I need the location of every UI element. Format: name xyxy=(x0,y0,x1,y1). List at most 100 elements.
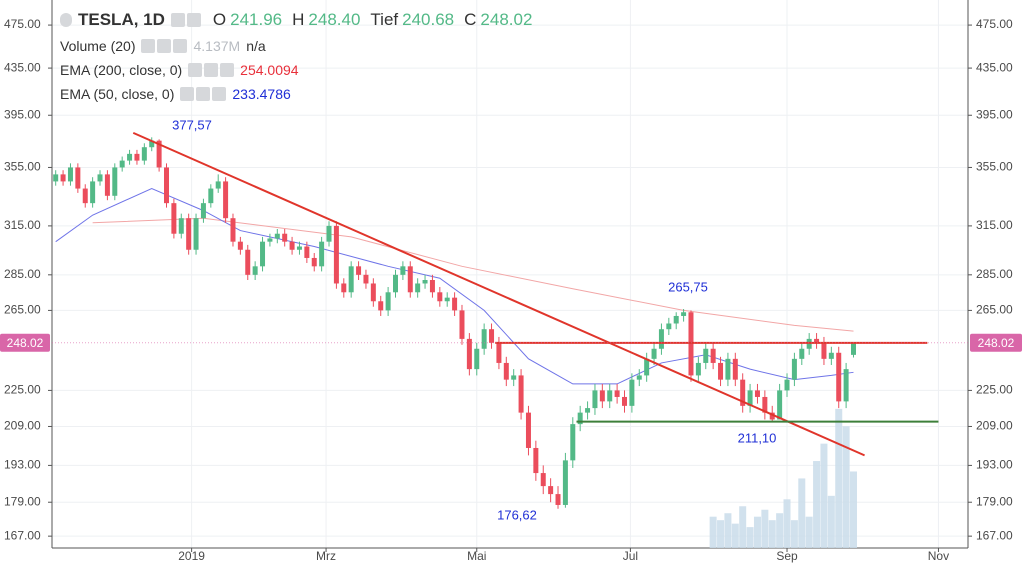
candle-body xyxy=(607,390,613,402)
ohlc-label: O xyxy=(212,10,227,29)
x-tick-label: Nov xyxy=(928,549,949,563)
candle-body xyxy=(769,412,775,420)
candle-body xyxy=(178,218,184,234)
legend-volume: Volume (20) 4.137M n/a xyxy=(60,38,266,54)
y-tick-label: 435.00 xyxy=(4,60,41,74)
candle-body xyxy=(525,412,531,448)
y-tick-label: 475.00 xyxy=(4,17,41,31)
ema-line xyxy=(55,188,854,385)
candle-body xyxy=(97,174,103,182)
volume-bar xyxy=(717,520,725,548)
candle-body xyxy=(407,266,413,293)
y-tick-label: 395.00 xyxy=(976,107,1013,121)
legend-value: 233.4786 xyxy=(232,86,291,102)
candle-body xyxy=(348,266,354,293)
volume-bar xyxy=(761,509,769,548)
volume-bar xyxy=(850,471,857,548)
candle-body xyxy=(459,310,465,339)
candle-body xyxy=(828,352,834,359)
candle-body xyxy=(658,329,664,349)
candle-body xyxy=(629,379,635,406)
icons[interactable] xyxy=(188,63,235,77)
icons[interactable] xyxy=(170,13,201,27)
y-tick-label: 209.00 xyxy=(4,419,41,433)
candle-body xyxy=(496,342,502,363)
candle-body xyxy=(274,233,280,239)
candle-body xyxy=(481,329,487,349)
x-tick-label: Jul xyxy=(623,549,638,563)
candle-body xyxy=(90,181,96,204)
volume-bar xyxy=(709,516,717,548)
volume-bar xyxy=(783,499,791,548)
candle-body xyxy=(304,246,310,258)
volume-bar xyxy=(753,516,761,548)
candle-body xyxy=(636,375,642,380)
candle-body xyxy=(400,266,406,275)
ohlc-value: 240.68 xyxy=(402,10,455,29)
candle-body xyxy=(200,203,206,219)
ema-line xyxy=(92,217,854,332)
candle-body xyxy=(134,153,140,161)
candle-body xyxy=(673,315,679,324)
candle-body xyxy=(562,460,568,505)
y-tick-label: 265.00 xyxy=(976,303,1013,317)
candle-body xyxy=(186,218,192,250)
volume-bar xyxy=(746,527,754,548)
candle-body xyxy=(747,390,753,406)
candle-body xyxy=(296,246,302,250)
y-tick-label: 179.00 xyxy=(976,494,1013,508)
candle-body xyxy=(791,358,797,380)
candle-body xyxy=(740,379,746,406)
candle-body xyxy=(67,167,73,182)
icon xyxy=(60,13,72,27)
y-tick-label: 355.00 xyxy=(4,160,41,174)
y-tick-label: 193.00 xyxy=(976,458,1013,472)
trendline xyxy=(132,131,865,457)
candle-body xyxy=(651,348,657,359)
legend-value: n/a xyxy=(246,38,266,54)
header: TESLA, 1D O 241.96 H 248.40 Tief 240.68 C 248.0… xyxy=(60,10,532,30)
legend-ema50: EMA (50, close, 0) 233.4786 xyxy=(60,86,291,102)
y-tick-label: 225.00 xyxy=(976,383,1013,397)
icons[interactable] xyxy=(141,39,188,53)
candle-body xyxy=(511,375,517,380)
candle-body xyxy=(282,233,288,242)
volume-bar xyxy=(813,461,821,548)
candle-body xyxy=(208,188,214,204)
candle-body xyxy=(112,167,118,196)
y-tick-label: 475.00 xyxy=(976,17,1013,31)
volume-bar xyxy=(790,520,798,548)
volume-bar xyxy=(805,516,813,548)
candle-body xyxy=(149,140,155,148)
ohlc-value: 241.96 xyxy=(230,10,283,29)
volume-bar xyxy=(724,513,732,548)
candle-body xyxy=(319,241,325,267)
candle-body xyxy=(141,147,147,161)
price-tag xyxy=(970,333,1022,352)
annotation: 211,10 xyxy=(738,430,777,445)
chart-title: TESLA, 1D xyxy=(78,10,165,29)
annotation: 176,62 xyxy=(497,507,537,522)
volume-bar xyxy=(776,513,784,548)
candle-body xyxy=(385,292,391,311)
candle-body xyxy=(223,181,229,219)
candle-body xyxy=(555,494,561,505)
ohlc-label: H xyxy=(292,10,305,29)
volume-bar xyxy=(731,523,739,548)
candle-body xyxy=(252,266,258,275)
candle-body xyxy=(851,342,856,355)
icons[interactable] xyxy=(180,87,227,101)
candle-body xyxy=(489,329,495,343)
candle-body xyxy=(260,241,266,267)
volume-bar xyxy=(842,426,850,548)
candle-body xyxy=(703,348,709,363)
candle-body xyxy=(806,338,812,349)
candle-body xyxy=(577,412,583,425)
price-tag xyxy=(0,333,50,352)
candle-body xyxy=(799,348,805,359)
y-tick-label: 315.00 xyxy=(976,218,1013,232)
price-tag-label: 248.02 xyxy=(7,336,44,350)
candle-body xyxy=(356,266,362,275)
